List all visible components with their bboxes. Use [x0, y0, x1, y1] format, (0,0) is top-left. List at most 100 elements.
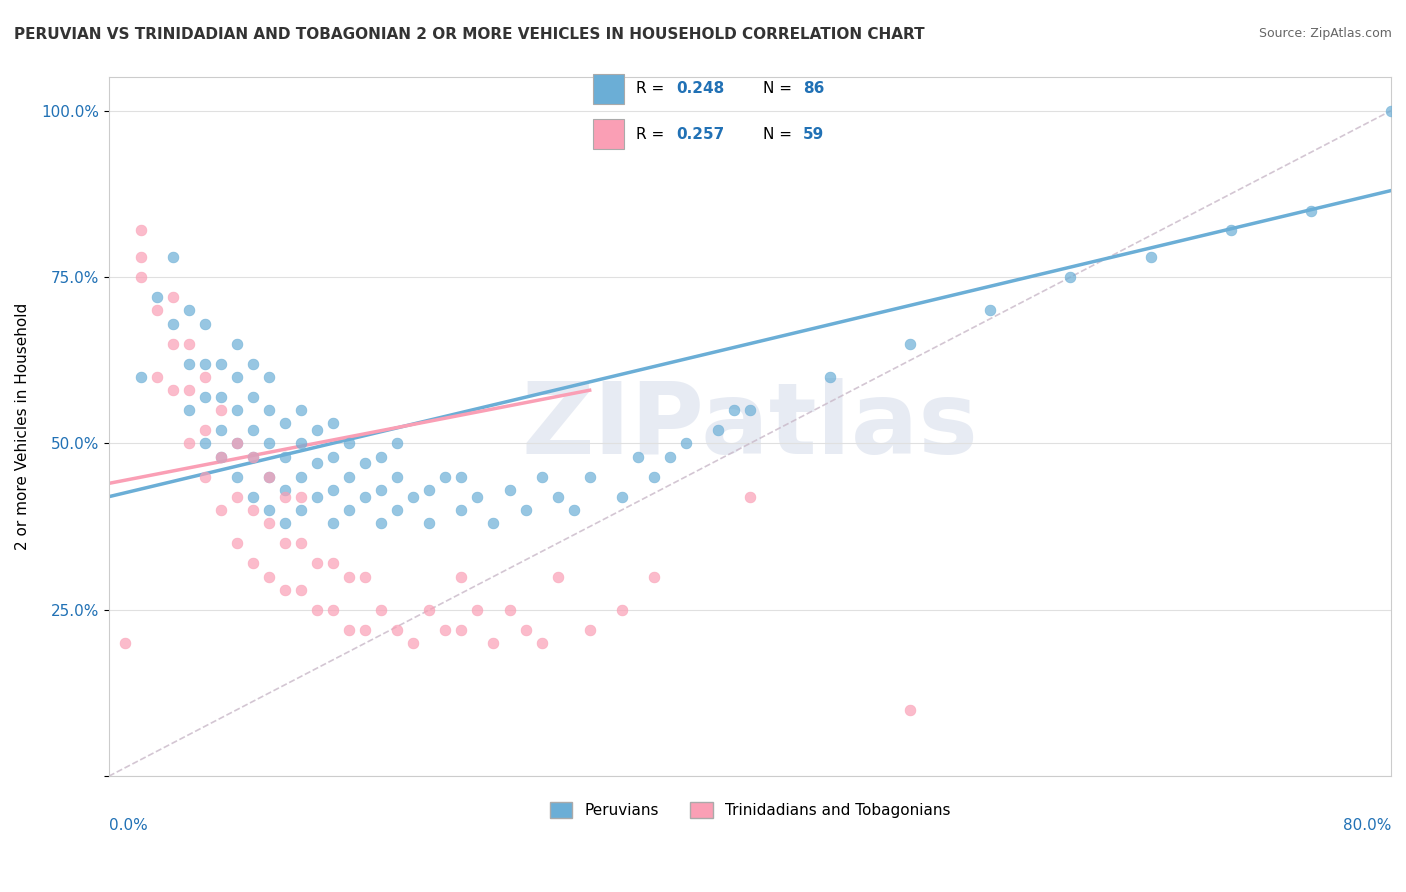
Point [194, 317, 217, 331]
Point [450, 569, 472, 583]
Point [290, 503, 312, 517]
Point [194, 370, 217, 384]
Point [162, 290, 184, 304]
Point [354, 569, 377, 583]
Point [370, 516, 392, 531]
Text: N =: N = [763, 127, 797, 142]
Point [418, 483, 440, 497]
Point [498, 603, 520, 617]
Point [402, 490, 425, 504]
Text: 80.0%: 80.0% [1343, 818, 1391, 833]
Point [194, 423, 217, 437]
Point [675, 436, 697, 450]
Point [290, 403, 312, 417]
Point [177, 336, 200, 351]
Point [322, 450, 344, 464]
Point [898, 703, 921, 717]
Point [562, 503, 585, 517]
Point [290, 536, 312, 550]
Text: PERUVIAN VS TRINIDADIAN AND TOBAGONIAN 2 OR MORE VEHICLES IN HOUSEHOLD CORRELATI: PERUVIAN VS TRINIDADIAN AND TOBAGONIAN 2… [14, 27, 925, 42]
Point [242, 490, 264, 504]
Point [547, 490, 569, 504]
Point [209, 503, 232, 517]
Bar [593, 120, 624, 149]
Point [226, 490, 249, 504]
Point [482, 516, 505, 531]
Point [610, 490, 633, 504]
Point [547, 569, 569, 583]
Point [498, 483, 520, 497]
Point [467, 490, 489, 504]
Point [194, 469, 217, 483]
Point [129, 223, 152, 237]
Point [450, 469, 472, 483]
Point [434, 623, 457, 637]
Point [1379, 103, 1402, 118]
Point [1059, 270, 1081, 285]
Text: Source: ZipAtlas.com: Source: ZipAtlas.com [1258, 27, 1392, 40]
Point [257, 569, 280, 583]
Point [707, 423, 730, 437]
Point [578, 469, 600, 483]
Point [209, 390, 232, 404]
Text: 0.248: 0.248 [676, 81, 724, 96]
Point [226, 370, 249, 384]
Point [337, 503, 360, 517]
Point [387, 503, 409, 517]
Point [162, 336, 184, 351]
Y-axis label: 2 or more Vehicles in Household: 2 or more Vehicles in Household [15, 303, 30, 550]
Point [643, 469, 665, 483]
Point [658, 450, 681, 464]
Point [290, 582, 312, 597]
Point [578, 623, 600, 637]
Point [898, 336, 921, 351]
Point [226, 536, 249, 550]
Text: R =: R = [636, 81, 669, 96]
Point [242, 503, 264, 517]
Point [209, 450, 232, 464]
Point [194, 390, 217, 404]
Point [1139, 250, 1161, 264]
Point [307, 556, 329, 570]
Point [738, 403, 761, 417]
Point [643, 569, 665, 583]
Point [162, 317, 184, 331]
Text: ZIPatlas: ZIPatlas [522, 378, 979, 475]
Point [322, 417, 344, 431]
Text: R =: R = [636, 127, 669, 142]
Point [274, 582, 297, 597]
Point [129, 250, 152, 264]
Point [242, 556, 264, 570]
Point [242, 423, 264, 437]
Point [1219, 223, 1241, 237]
Text: N =: N = [763, 81, 797, 96]
Text: 86: 86 [803, 81, 824, 96]
Point [274, 536, 297, 550]
Point [402, 636, 425, 650]
Point [226, 436, 249, 450]
Point [418, 603, 440, 617]
Point [627, 450, 650, 464]
Point [337, 623, 360, 637]
Point [242, 450, 264, 464]
Point [434, 469, 457, 483]
Point [274, 417, 297, 431]
Point [610, 603, 633, 617]
Text: 59: 59 [803, 127, 824, 142]
Point [290, 469, 312, 483]
Point [370, 450, 392, 464]
Point [322, 556, 344, 570]
Point [290, 436, 312, 450]
Point [274, 490, 297, 504]
Point [209, 450, 232, 464]
Point [242, 390, 264, 404]
Point [274, 483, 297, 497]
Point [162, 250, 184, 264]
Point [467, 603, 489, 617]
Point [450, 503, 472, 517]
Point [1299, 203, 1322, 218]
Point [290, 490, 312, 504]
Point [337, 436, 360, 450]
Point [482, 636, 505, 650]
Point [515, 623, 537, 637]
